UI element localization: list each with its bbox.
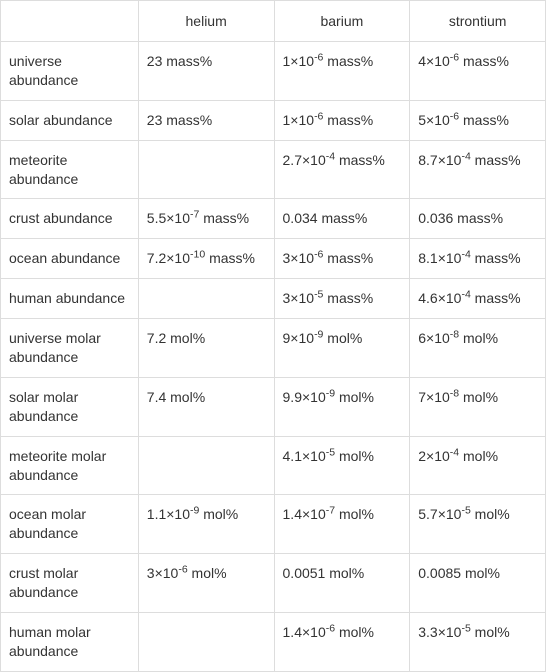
- cell-value: 0.0085 mol%: [418, 565, 500, 581]
- cell-value: 1.4×10-7 mol%: [283, 506, 374, 522]
- table-row: solar abundance 23 mass% 1×10-6 mass% 5×10-…: [1, 100, 546, 140]
- cell-helium: [138, 279, 274, 319]
- cell-value: 8.7×10-4 mass%: [418, 152, 520, 168]
- table-row: solar molar abundance 7.4 mol% 9.9×10-9 mo…: [1, 377, 546, 436]
- table-row: universe molar abundance 7.2 mol% 9×10-9 m…: [1, 319, 546, 378]
- table-body: universe abundance 23 mass% 1×10-6 mass% 4×…: [1, 42, 546, 672]
- cell-value: 5.5×10-7 mass%: [147, 210, 249, 226]
- cell-barium: 2.7×10-4 mass%: [274, 140, 410, 199]
- cell-value: 0.0051 mol%: [283, 565, 365, 581]
- row-label: human abundance: [1, 279, 139, 319]
- table-row: human abundance 3×10-5 mass% 4.6×10-4 mass…: [1, 279, 546, 319]
- cell-barium: 1.4×10-6 mol%: [274, 613, 410, 672]
- table-row: crust molar abundance 3×10-6 mol% 0.0051 m…: [1, 554, 546, 613]
- cell-strontium: 7×10-8 mol%: [410, 377, 546, 436]
- cell-value: 9×10-9 mol%: [283, 330, 363, 346]
- row-label: solar molar abundance: [1, 377, 139, 436]
- row-label: meteorite molar abundance: [1, 436, 139, 495]
- header-strontium: strontium: [410, 1, 546, 42]
- cell-helium: 5.5×10-7 mass%: [138, 199, 274, 239]
- cell-helium: 1.1×10-9 mol%: [138, 495, 274, 554]
- cell-barium: 3×10-5 mass%: [274, 279, 410, 319]
- cell-barium: 0.0051 mol%: [274, 554, 410, 613]
- cell-value: 2.7×10-4 mass%: [283, 152, 385, 168]
- row-label: solar abundance: [1, 100, 139, 140]
- row-label: meteorite abundance: [1, 140, 139, 199]
- cell-helium: [138, 436, 274, 495]
- cell-helium: 7.2×10-10 mass%: [138, 239, 274, 279]
- cell-value: 7.2 mol%: [147, 330, 205, 346]
- cell-helium: [138, 140, 274, 199]
- row-label: universe abundance: [1, 42, 139, 101]
- row-label: crust abundance: [1, 199, 139, 239]
- cell-value: 6×10-8 mol%: [418, 330, 498, 346]
- cell-value: 7.4 mol%: [147, 389, 205, 405]
- cell-strontium: 4×10-6 mass%: [410, 42, 546, 101]
- cell-helium: 7.2 mol%: [138, 319, 274, 378]
- cell-barium: 9×10-9 mol%: [274, 319, 410, 378]
- cell-strontium: 4.6×10-4 mass%: [410, 279, 546, 319]
- header-row: helium barium strontium: [1, 1, 546, 42]
- row-label: ocean abundance: [1, 239, 139, 279]
- row-label: crust molar abundance: [1, 554, 139, 613]
- table-row: human molar abundance 1.4×10-6 mol% 3.3×10…: [1, 613, 546, 672]
- cell-barium: 4.1×10-5 mol%: [274, 436, 410, 495]
- cell-value: 5.7×10-5 mol%: [418, 506, 509, 522]
- cell-strontium: 3.3×10-5 mol%: [410, 613, 546, 672]
- cell-value: 1.1×10-9 mol%: [147, 506, 238, 522]
- table-row: meteorite abundance 2.7×10-4 mass% 8.7×10-…: [1, 140, 546, 199]
- cell-barium: 1.4×10-7 mol%: [274, 495, 410, 554]
- cell-value: 4.6×10-4 mass%: [418, 290, 520, 306]
- cell-value: 7×10-8 mol%: [418, 389, 498, 405]
- cell-strontium: 6×10-8 mol%: [410, 319, 546, 378]
- cell-value: 7.2×10-10 mass%: [147, 250, 255, 266]
- cell-value: 8.1×10-4 mass%: [418, 250, 520, 266]
- cell-strontium: 8.1×10-4 mass%: [410, 239, 546, 279]
- table-row: ocean molar abundance 1.1×10-9 mol% 1.4×10…: [1, 495, 546, 554]
- cell-strontium: 5.7×10-5 mol%: [410, 495, 546, 554]
- cell-value: 3×10-6 mol%: [147, 565, 227, 581]
- cell-value: 23 mass%: [147, 53, 212, 69]
- cell-value: 1×10-6 mass%: [283, 53, 374, 69]
- cell-helium: 23 mass%: [138, 42, 274, 101]
- cell-value: 3×10-5 mass%: [283, 290, 374, 306]
- cell-value: 1.4×10-6 mol%: [283, 624, 374, 640]
- table-row: meteorite molar abundance 4.1×10-5 mol% 2×…: [1, 436, 546, 495]
- cell-strontium: 2×10-4 mol%: [410, 436, 546, 495]
- cell-barium: 1×10-6 mass%: [274, 42, 410, 101]
- cell-value: 4.1×10-5 mol%: [283, 448, 374, 464]
- cell-helium: 3×10-6 mol%: [138, 554, 274, 613]
- row-label: ocean molar abundance: [1, 495, 139, 554]
- cell-barium: 1×10-6 mass%: [274, 100, 410, 140]
- cell-value: 23 mass%: [147, 112, 212, 128]
- cell-helium: 23 mass%: [138, 100, 274, 140]
- row-label: human molar abundance: [1, 613, 139, 672]
- header-helium: helium: [138, 1, 274, 42]
- cell-value: 5×10-6 mass%: [418, 112, 509, 128]
- cell-strontium: 0.036 mass%: [410, 199, 546, 239]
- abundance-table: helium barium strontium universe abundan…: [0, 0, 546, 672]
- row-label: universe molar abundance: [1, 319, 139, 378]
- cell-barium: 9.9×10-9 mol%: [274, 377, 410, 436]
- cell-value: 2×10-4 mol%: [418, 448, 498, 464]
- cell-helium: [138, 613, 274, 672]
- cell-helium: 7.4 mol%: [138, 377, 274, 436]
- header-empty: [1, 1, 139, 42]
- cell-value: 1×10-6 mass%: [283, 112, 374, 128]
- table-row: crust abundance 5.5×10-7 mass% 0.034 mass%…: [1, 199, 546, 239]
- cell-strontium: 8.7×10-4 mass%: [410, 140, 546, 199]
- cell-value: 9.9×10-9 mol%: [283, 389, 374, 405]
- cell-strontium: 0.0085 mol%: [410, 554, 546, 613]
- cell-value: 3×10-6 mass%: [283, 250, 374, 266]
- cell-value: 3.3×10-5 mol%: [418, 624, 509, 640]
- cell-value: 4×10-6 mass%: [418, 53, 509, 69]
- table-row: universe abundance 23 mass% 1×10-6 mass% 4×…: [1, 42, 546, 101]
- cell-value: 0.034 mass%: [283, 210, 368, 226]
- cell-barium: 0.034 mass%: [274, 199, 410, 239]
- cell-barium: 3×10-6 mass%: [274, 239, 410, 279]
- table-row: ocean abundance 7.2×10-10 mass% 3×10-6 mas…: [1, 239, 546, 279]
- cell-strontium: 5×10-6 mass%: [410, 100, 546, 140]
- cell-value: 0.036 mass%: [418, 210, 503, 226]
- header-barium: barium: [274, 1, 410, 42]
